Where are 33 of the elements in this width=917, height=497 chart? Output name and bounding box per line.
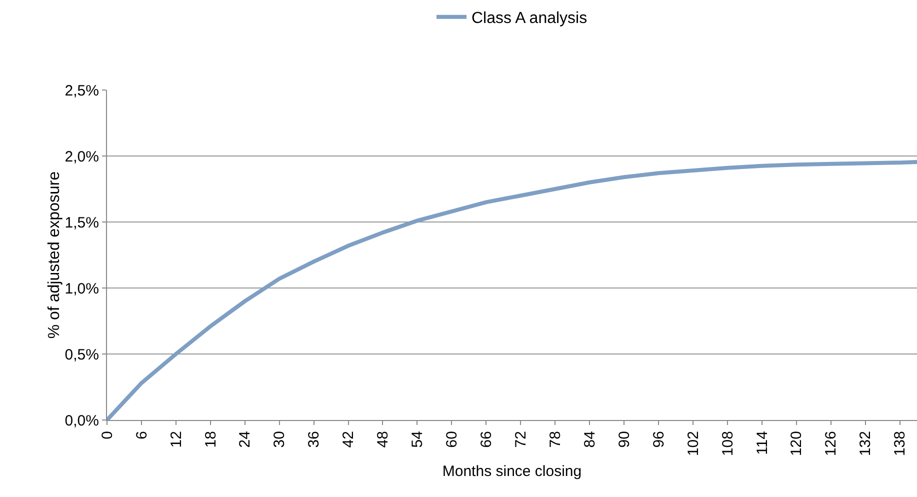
y-axis-title: % of adjusted exposure <box>46 171 63 339</box>
x-tick-label: 6 <box>133 431 150 440</box>
y-tick-label: 0,5% <box>64 346 99 364</box>
x-axis-title: Months since closing <box>442 463 582 480</box>
x-tick-label: 12 <box>168 431 185 448</box>
x-tick-label: 138 <box>892 431 909 456</box>
x-tick-label: 120 <box>788 431 806 456</box>
y-tick-label: 1,0% <box>64 280 99 298</box>
legend-label: Class A analysis <box>472 10 588 28</box>
x-tick-label: 72 <box>512 431 530 448</box>
y-tick-label: 2,0% <box>64 148 99 166</box>
x-tick-label: 66 <box>478 431 496 448</box>
x-tick-label: 78 <box>546 431 564 448</box>
x-tick-label: 54 <box>409 431 426 448</box>
x-tick-label: 84 <box>581 431 598 448</box>
x-tick-label: 108 <box>719 431 736 456</box>
x-tick-label: 30 <box>271 431 288 448</box>
x-tick-label: 102 <box>684 431 702 456</box>
x-tick-label: 36 <box>306 431 323 448</box>
x-tick-label: 48 <box>374 431 392 448</box>
x-tick-label: 60 <box>444 431 461 448</box>
x-tick-label: 90 <box>616 431 633 448</box>
x-tick-label: 96 <box>650 431 668 448</box>
x-tick-label: 0 <box>98 431 116 440</box>
x-tick-label: 18 <box>202 431 220 448</box>
y-tick-label: 0,0% <box>64 412 99 430</box>
x-tick-label: 132 <box>857 431 874 456</box>
x-tick-label: 24 <box>236 431 254 448</box>
y-tick-label: 1,5% <box>64 214 99 232</box>
y-tick-label: 2,5% <box>64 82 99 100</box>
x-tick-label: 126 <box>822 431 840 456</box>
x-tick-label: 42 <box>340 431 358 448</box>
x-tick-label: 114 <box>754 431 771 455</box>
